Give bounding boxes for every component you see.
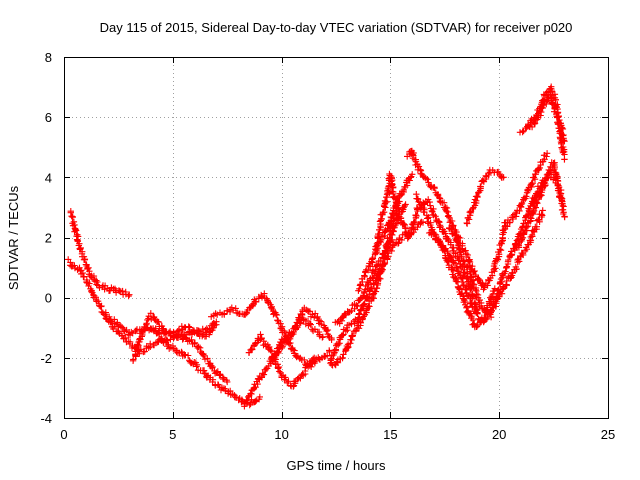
x-tick-label: 25 xyxy=(601,427,615,442)
chart-title: Day 115 of 2015, Sidereal Day-to-day VTE… xyxy=(100,20,573,35)
y-tick-label: -2 xyxy=(40,351,52,366)
y-tick-label: 6 xyxy=(45,110,52,125)
x-tick-label: 0 xyxy=(60,427,67,442)
x-axis-label: GPS time / hours xyxy=(287,458,386,473)
series-markers xyxy=(404,147,509,293)
y-tick-label: -4 xyxy=(40,411,52,426)
series-markers xyxy=(103,313,231,386)
series-markers xyxy=(245,331,318,390)
series-14 xyxy=(372,170,481,316)
series-3 xyxy=(103,313,231,386)
series-markers xyxy=(525,83,568,145)
series-markers xyxy=(267,304,335,364)
tick-labels: 0 5 10 15 20 25 -4 -2 0 2 4 6 8 xyxy=(40,50,615,442)
series-15 xyxy=(404,147,509,293)
series-24 xyxy=(529,169,568,221)
y-axis-label: SDTVAR / TECUs xyxy=(6,185,21,290)
x-tick-label: 10 xyxy=(274,427,288,442)
series-23 xyxy=(525,83,568,145)
series-20 xyxy=(502,150,551,230)
series-18 xyxy=(463,166,507,227)
series-markers xyxy=(372,170,481,316)
y-tick-label: 0 xyxy=(45,291,52,306)
series-4 xyxy=(129,310,220,364)
series-9 xyxy=(267,304,335,364)
y-tick-label: 2 xyxy=(45,231,52,246)
series-markers xyxy=(67,208,133,300)
series-markers xyxy=(129,310,220,364)
series-1 xyxy=(67,208,133,300)
data-markers xyxy=(65,83,568,410)
y-tick-label: 8 xyxy=(45,50,52,65)
x-tick-label: 5 xyxy=(169,427,176,442)
series-markers xyxy=(463,166,507,227)
x-tick-label: 20 xyxy=(492,427,506,442)
x-tick-label: 15 xyxy=(383,427,397,442)
series-8 xyxy=(245,331,318,390)
plot-frame xyxy=(64,57,609,419)
y-tick-label: 4 xyxy=(45,170,52,185)
series-markers xyxy=(502,150,551,230)
